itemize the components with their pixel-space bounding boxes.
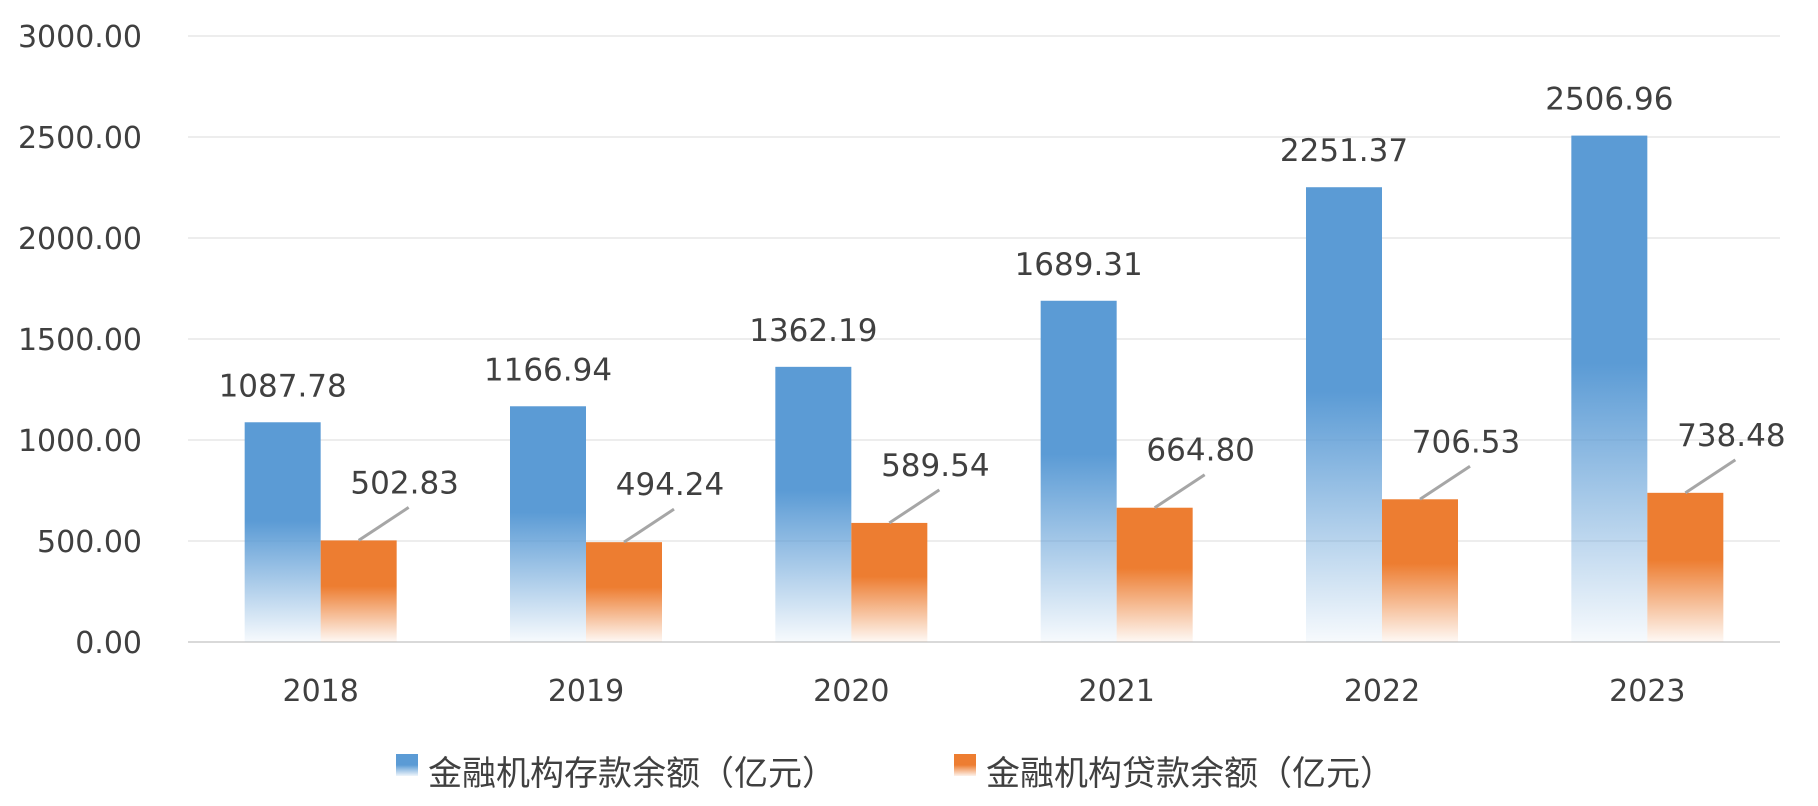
loan-data-label: 706.53: [1412, 424, 1520, 460]
x-tick-label: 2021: [1078, 674, 1154, 709]
loan-data-label: 664.80: [1146, 433, 1254, 469]
deposit-data-label: 1689.31: [1015, 247, 1143, 283]
x-tick-label: 2018: [282, 674, 358, 709]
leader-line: [1684, 458, 1737, 495]
x-tick-label: 2019: [548, 674, 624, 709]
data-labels: 1087.78 502.83 1166.94 494.24 1362.19 589.54 1…: [219, 82, 1786, 544]
deposit-bar: [1040, 300, 1117, 642]
gridlines: [188, 35, 1780, 643]
loan-bar: [1647, 492, 1724, 642]
deposit-data-label: 2506.96: [1545, 82, 1673, 118]
y-tick-label: 1000.00: [18, 424, 142, 459]
y-tick-label: 0.00: [75, 626, 142, 661]
loan-data-label: 502.83: [350, 465, 458, 501]
leader-line: [357, 506, 410, 542]
legend-swatch: [396, 754, 418, 776]
deposit-bar: [775, 366, 852, 642]
loan-data-label: 738.48: [1677, 418, 1785, 454]
loan-data-label: 494.24: [616, 467, 724, 503]
bars: [244, 135, 1724, 642]
loan-bar: [851, 522, 928, 642]
loan-bar: [320, 540, 397, 642]
y-tick-label: 3000.00: [18, 20, 142, 55]
legend-label: 金融机构存款余额（亿元）: [428, 754, 836, 794]
leader-line: [623, 507, 675, 544]
y-tick-label: 2500.00: [18, 121, 142, 156]
leader-line: [1153, 473, 1206, 509]
deposit-data-label: 1166.94: [484, 352, 612, 388]
loan-bar: [586, 542, 662, 642]
leader-line: [1419, 465, 1471, 501]
y-tick-label: 2000.00: [18, 222, 142, 257]
legend: 金融机构存款余额（亿元） 金融机构贷款余额（亿元）: [396, 754, 1394, 794]
deposit-data-label: 1362.19: [749, 313, 877, 349]
deposit-bar: [1571, 135, 1648, 642]
loan-data-label: 589.54: [881, 448, 989, 484]
x-tick-label: 2020: [813, 674, 889, 709]
loan-bar: [1116, 507, 1193, 642]
x-tick-label: 2022: [1344, 674, 1420, 709]
loan-bar: [1382, 499, 1458, 642]
deposit-bar: [244, 422, 321, 642]
deposit-data-label: 2251.37: [1280, 133, 1408, 169]
x-axis: 2018 2019 2020 2021 2022 2023: [282, 674, 1685, 709]
x-tick-label: 2023: [1609, 674, 1685, 709]
y-tick-label: 1500.00: [18, 323, 142, 358]
legend-swatch: [954, 754, 976, 776]
legend-label: 金融机构贷款余额（亿元）: [986, 754, 1394, 794]
deposit-data-label: 1087.78: [219, 368, 347, 404]
deposit-bar: [510, 406, 586, 642]
leader-line: [888, 488, 941, 525]
deposit-bar: [1306, 187, 1382, 642]
y-tick-label: 500.00: [37, 525, 142, 560]
y-axis: 0.00 500.00 1000.00 1500.00 2000.00 2500.00 30…: [18, 20, 142, 661]
